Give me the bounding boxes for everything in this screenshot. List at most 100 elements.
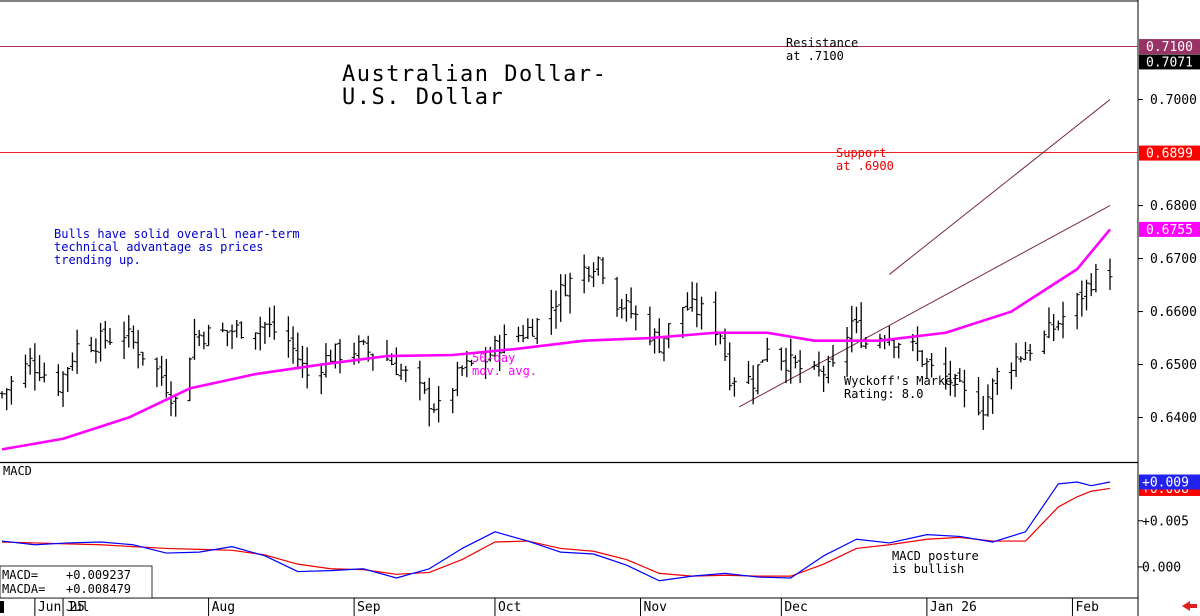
macd-line — [1, 481, 1111, 582]
price-bar — [154, 357, 160, 388]
price-bar — [22, 354, 28, 388]
price-bar — [1041, 330, 1047, 355]
price-bar — [830, 344, 836, 367]
price-bar — [797, 350, 803, 383]
macd-readout-box — [0, 565, 153, 599]
macd-readout-macd-label: MACD= — [2, 568, 38, 582]
annotations: Resistance at .7100 Support at .6900 Bulls h… — [54, 36, 960, 401]
price-bar — [1084, 279, 1090, 311]
price-bar — [299, 345, 305, 378]
price-bar — [553, 290, 559, 329]
price-bar — [191, 318, 197, 360]
price-bar — [285, 316, 291, 358]
bulls-annotation: Bulls have solid overall near-term techni… — [54, 227, 300, 267]
price-bar — [450, 388, 456, 414]
price-bar — [788, 338, 794, 384]
price-bar — [1013, 342, 1019, 377]
price-bar — [684, 292, 690, 311]
price-bar — [426, 377, 432, 427]
price-bar — [4, 388, 10, 411]
price-bar — [393, 347, 399, 376]
price-bar — [295, 332, 301, 370]
price-label-box — [1139, 54, 1200, 70]
price-bar — [422, 381, 428, 394]
scroll-right-arrow-icon[interactable] — [1182, 601, 1197, 611]
price-bar — [727, 342, 733, 391]
price-bar — [234, 320, 240, 338]
price-bar — [8, 375, 14, 405]
resistance-annotation: Resistance at .7100 — [786, 36, 858, 63]
price-label-box — [1139, 145, 1200, 161]
price-bar — [497, 334, 503, 371]
price-bar — [93, 338, 99, 364]
price-bar — [863, 336, 869, 350]
moving-average-annotation: 50-day mov. avg. — [472, 351, 537, 378]
price-label: 0.7100 — [1139, 39, 1200, 55]
price-bar — [417, 360, 423, 401]
price-bar — [891, 338, 897, 359]
price-bar — [849, 305, 855, 353]
price-bar — [980, 396, 986, 430]
macd-axis-ticks: +0.005 0.000 — [1138, 514, 1189, 575]
price-bar — [361, 339, 367, 345]
resistance-annotation-line-2: at .7100 — [786, 49, 844, 63]
price-bar — [74, 329, 80, 374]
chart-title-line-2: U.S. Dollar — [342, 85, 504, 110]
price-bar — [318, 363, 324, 395]
price-bar — [220, 322, 226, 333]
price-bar — [436, 386, 442, 423]
price-bar — [586, 266, 592, 282]
price-tick-label: 0.6600 — [1150, 305, 1197, 320]
price-bar — [1046, 307, 1052, 339]
macd-readout-macd: MACD= +0.009237 — [2, 568, 131, 582]
price-bar — [41, 362, 47, 383]
macd-readout-macda-value: +0.008479 — [66, 582, 131, 596]
price-tick-label: 0.6700 — [1150, 252, 1197, 267]
price-tick-label: 0.6400 — [1150, 411, 1197, 426]
price-label-text: 0.7071 — [1146, 55, 1193, 70]
ohlc-bars — [0, 254, 1113, 430]
resistance-annotation-line-1: Resistance — [786, 36, 858, 50]
chart-title-line-1: Australian Dollar- — [342, 62, 607, 87]
price-bar — [403, 365, 409, 382]
chart-title: Australian Dollar- U.S. Dollar — [342, 62, 622, 110]
price-bar — [88, 336, 94, 353]
price-bar — [253, 332, 259, 350]
price-label-text: 0.7100 — [1146, 40, 1193, 55]
price-bar — [755, 364, 761, 395]
macd-tick-label: 0.000 — [1142, 560, 1181, 575]
bulls-annotation-line-2: technical advantage as prices — [54, 240, 264, 254]
price-bar — [896, 342, 902, 359]
price-axis-ticks: 0.6400 0.6500 0.6600 0.6700 0.6800 0.7000 — [1138, 93, 1197, 426]
price-bar — [32, 343, 38, 391]
price-bar — [750, 365, 756, 405]
price-bar — [487, 346, 493, 362]
price-bar — [821, 365, 827, 392]
price-bar — [224, 330, 230, 347]
price-tick-label: 0.7000 — [1150, 93, 1197, 108]
price-bar — [206, 324, 212, 347]
price-bar — [778, 347, 784, 371]
moving-average — [1, 228, 1112, 451]
price-bar — [783, 347, 789, 384]
price-bar — [27, 347, 33, 375]
date-tick-label: Oct — [498, 600, 521, 615]
price-bar — [957, 368, 963, 383]
price-label-box — [1139, 39, 1200, 55]
price-bar — [501, 324, 507, 354]
price-bar — [525, 318, 531, 340]
price-bar — [55, 364, 61, 396]
price-bar — [985, 384, 991, 417]
price-bar — [492, 335, 498, 361]
scroll-left-marker[interactable] — [0, 601, 4, 613]
date-tick-label: Aug — [212, 600, 235, 615]
price-bar — [238, 321, 244, 339]
price-bar — [567, 272, 573, 314]
price-bar — [323, 343, 329, 378]
macd-annotation: MACD posture is bullish — [892, 549, 979, 576]
price-label-box — [1139, 221, 1200, 237]
price-bar — [107, 328, 113, 345]
price-bar — [952, 373, 958, 398]
